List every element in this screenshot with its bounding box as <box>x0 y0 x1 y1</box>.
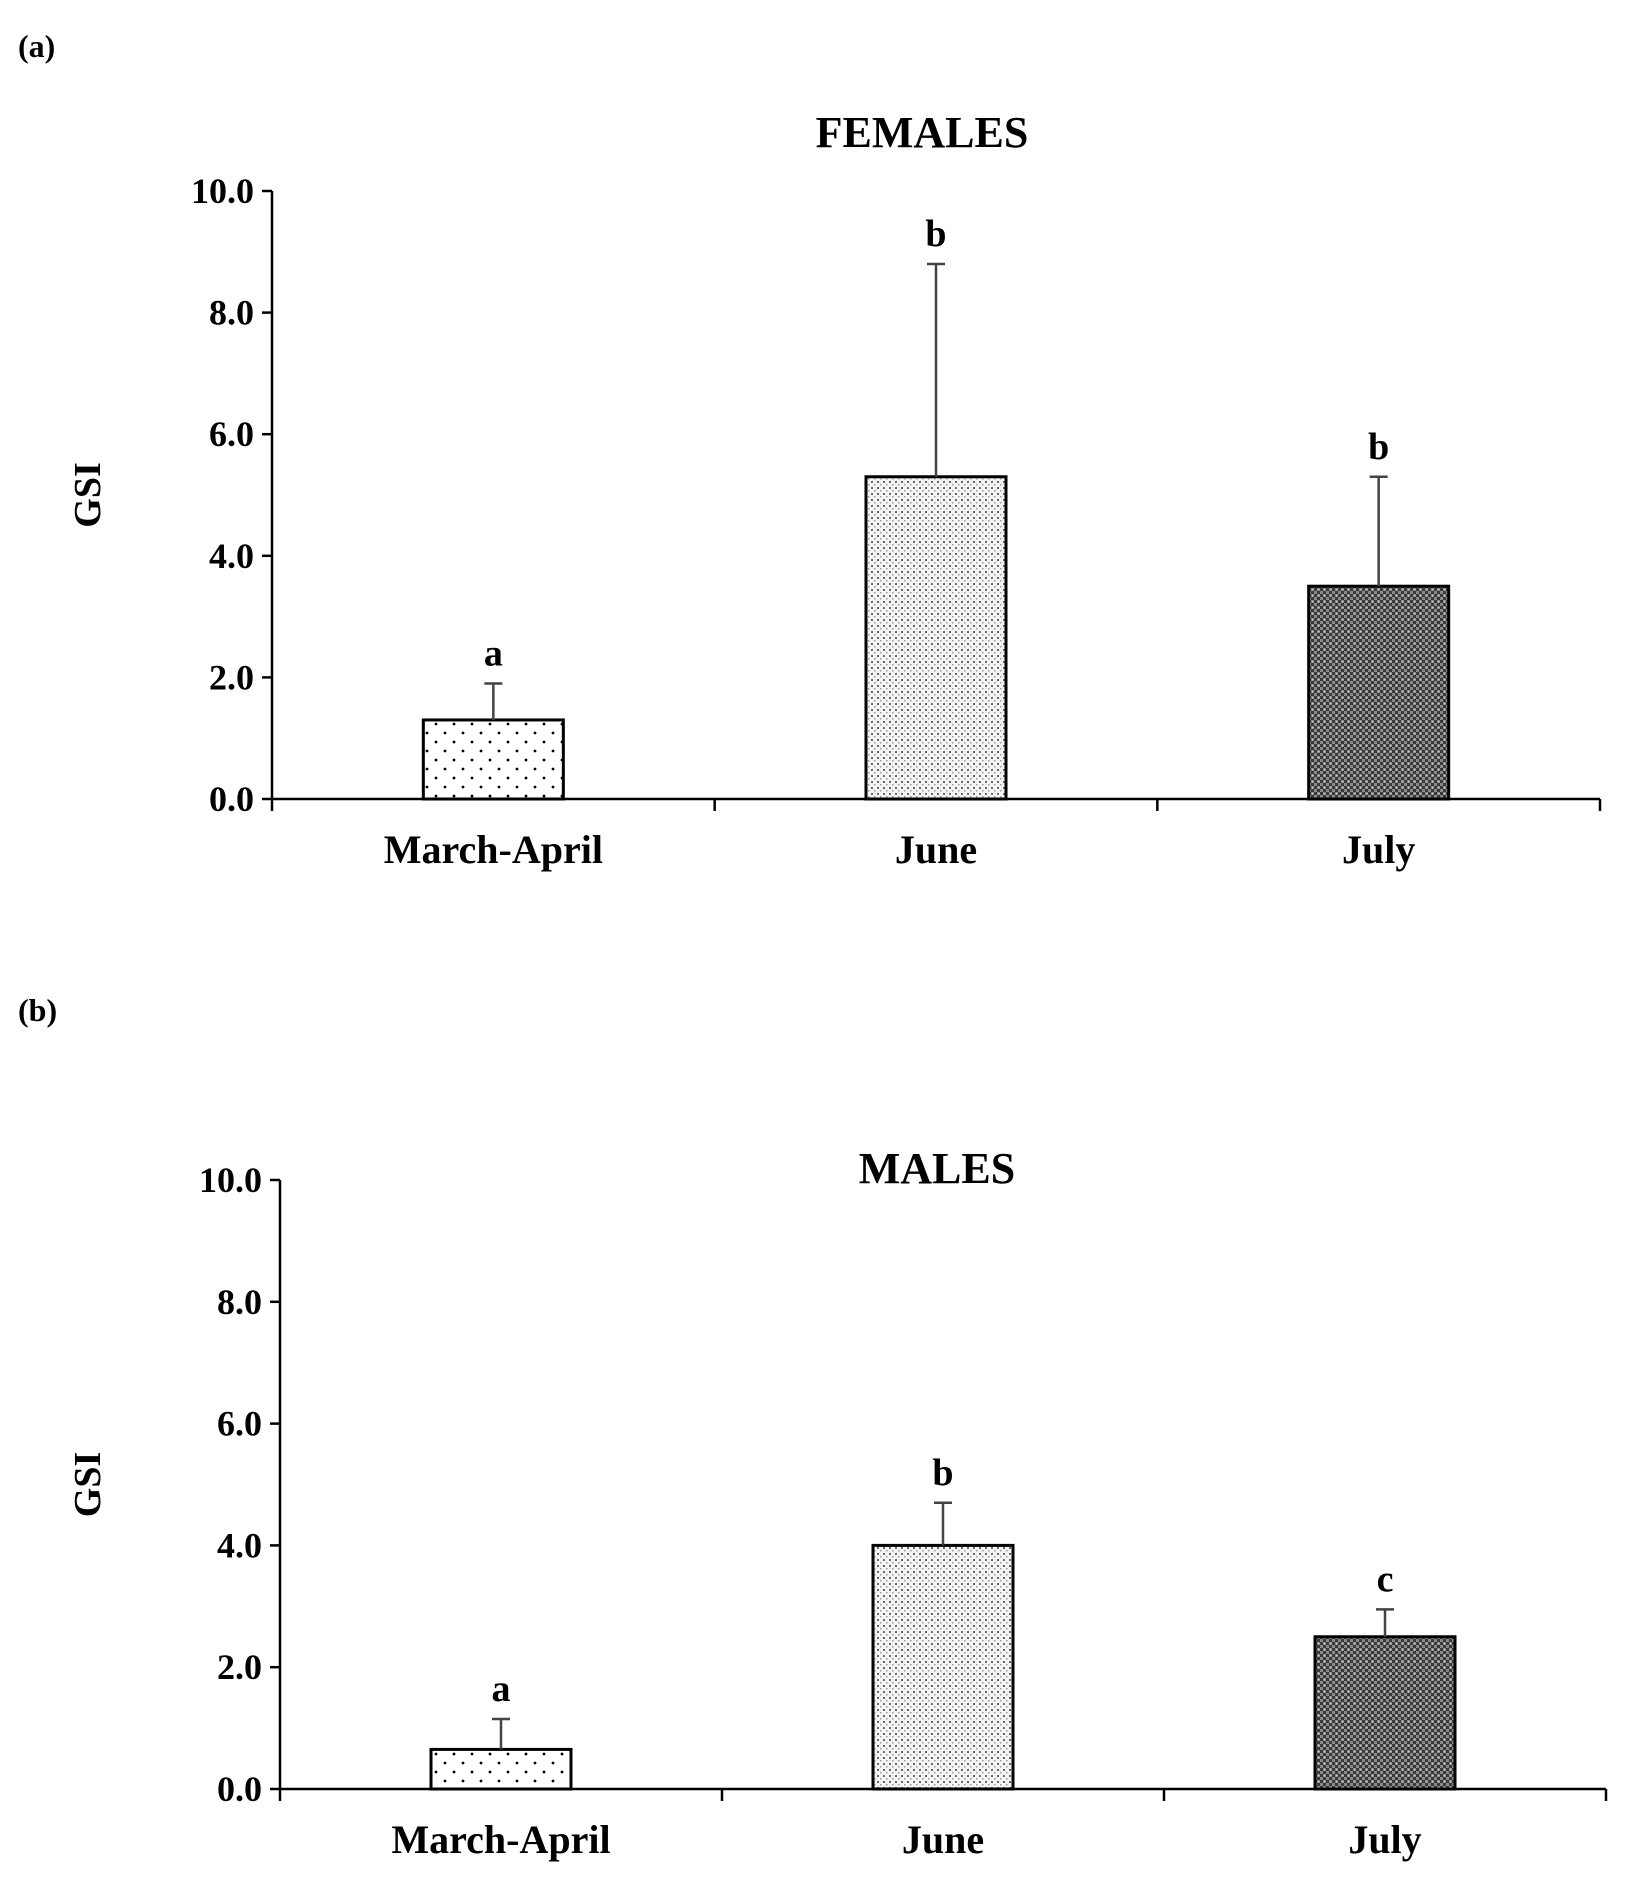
x-category-label: June <box>895 827 977 872</box>
y-tick-label: 0.0 <box>209 779 254 819</box>
bar <box>864 475 1008 801</box>
bar <box>421 718 565 801</box>
significance-letter: a <box>492 1668 511 1710</box>
y-axis-label: GSI <box>67 462 109 527</box>
chart-title: FEMALES <box>816 108 1029 157</box>
significance-letter: b <box>1368 426 1389 468</box>
y-tick-label: 6.0 <box>209 414 254 454</box>
y-tick-label: 8.0 <box>217 1282 262 1322</box>
bar <box>871 1543 1015 1791</box>
y-tick-label: 8.0 <box>209 293 254 333</box>
females-gsi-chart: FEMALES GSI 0.0 2.0 4.0 6.0 8.0 10.0 a March-Apri… <box>67 108 1602 872</box>
significance-letter: c <box>1377 1558 1394 1600</box>
y-axis-label: GSI <box>67 1452 109 1517</box>
y-tick-label: 2.0 <box>209 657 254 697</box>
bar <box>1307 584 1451 801</box>
x-category-label: March-April <box>384 827 603 872</box>
y-tick-label: 2.0 <box>217 1647 262 1687</box>
x-category-label: June <box>902 1817 984 1862</box>
x-category-label: July <box>1348 1817 1421 1862</box>
significance-letter: a <box>484 632 503 674</box>
chart-title: MALES <box>859 1144 1015 1193</box>
y-tick-label: 10.0 <box>191 171 254 211</box>
males-gsi-chart: MALES GSI 0.0 2.0 4.0 6.0 8.0 10.0 a March-April b… <box>67 1144 1608 1862</box>
significance-letter: b <box>925 213 946 255</box>
panel-a-letter: (a) <box>18 28 56 64</box>
bar <box>429 1747 573 1791</box>
y-tick-label: 4.0 <box>209 536 254 576</box>
y-tick-label: 0.0 <box>217 1769 262 1809</box>
y-tick-label: 4.0 <box>217 1525 262 1565</box>
panel-b-letter: (b) <box>18 992 58 1028</box>
x-category-label: July <box>1342 827 1415 872</box>
x-category-label: March-April <box>391 1817 610 1862</box>
y-tick-label: 10.0 <box>199 1160 262 1200</box>
significance-letter: b <box>932 1452 953 1494</box>
bar <box>1313 1635 1457 1791</box>
y-tick-label: 6.0 <box>217 1404 262 1444</box>
